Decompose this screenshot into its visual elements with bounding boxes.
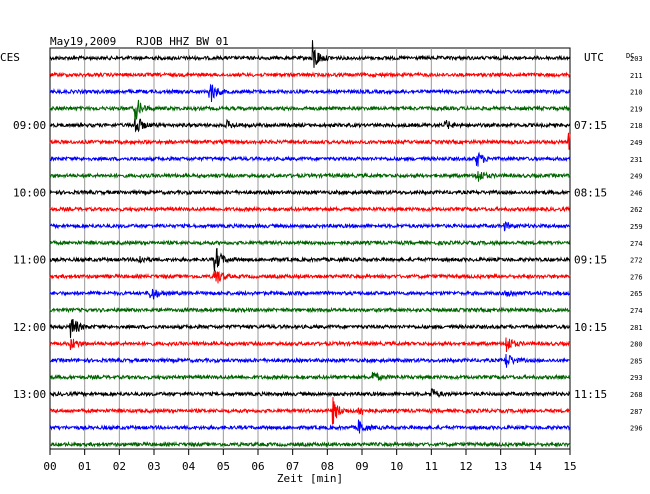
left-hour-labels: 09:00 10:00 11:00 12:00 13:00: [13, 119, 46, 401]
dc-offset-value: 281: [630, 324, 643, 332]
dc-offset-value: 210: [630, 89, 643, 97]
dc-offset-value: 274: [630, 240, 643, 248]
trace-line: [49, 419, 571, 434]
right-hour-labels: 07:15 08:15 09:15 10:15 11:15: [574, 119, 607, 401]
x-axis-label: Zeit [min]: [277, 472, 343, 485]
left-hour-label: 12:00: [13, 321, 46, 334]
x-tick-labels: 00 01 02 03 04 05 06 07 08 09 10 11 12 13 14 15: [43, 460, 576, 473]
trace-line: [49, 318, 571, 339]
dc-offset-value: 265: [630, 290, 643, 298]
left-timezone-label: CES: [0, 51, 20, 64]
dc-offset-value: 276: [630, 273, 643, 281]
trace-line: [49, 440, 571, 448]
x-tick-label: 00: [43, 460, 56, 473]
left-hour-label: 11:00: [13, 254, 46, 267]
plot-frame: [49, 47, 571, 455]
dc-offset-value: 203: [630, 55, 643, 63]
trace-line: [49, 171, 571, 182]
dc-offset-value: 268: [630, 391, 643, 399]
trace-line: [49, 205, 571, 213]
x-tick-label: 05: [217, 460, 230, 473]
trace-line: [49, 239, 571, 247]
x-tick-label: 15: [563, 460, 576, 473]
right-timezone-label: UTC: [584, 51, 604, 64]
trace-line: [49, 99, 571, 124]
dc-offset-value: 231: [630, 156, 643, 164]
x-tick-label: 10: [390, 460, 403, 473]
x-tick-label: 09: [355, 460, 368, 473]
trace-line: [49, 353, 571, 368]
trace-line: [49, 388, 571, 398]
trace-line: [49, 288, 571, 300]
dc-offset-value: 287: [630, 408, 643, 416]
trace-line: [49, 397, 571, 425]
x-tick-label: 06: [251, 460, 264, 473]
right-hour-label: 07:15: [574, 119, 607, 132]
trace-line: [49, 132, 571, 150]
x-tick-label: 01: [78, 460, 91, 473]
trace-line: [49, 337, 571, 353]
x-tick-label: 04: [182, 460, 196, 473]
trace-line: [49, 221, 571, 232]
trace-line: [49, 371, 571, 382]
trace-line: [49, 83, 570, 103]
left-hour-label: 10:00: [13, 186, 46, 199]
chart-title: May19,2009 RJOB HHZ BW 01: [50, 35, 229, 48]
dc-offset-value: 262: [630, 206, 643, 214]
x-tick-label: 07: [286, 460, 299, 473]
grid-lines: [84, 48, 536, 449]
dc-offset-value: 285: [630, 357, 643, 365]
plot-area: [49, 47, 571, 450]
x-tick-label: 08: [321, 460, 334, 473]
dc-offset-value: 296: [630, 425, 643, 433]
seismic-traces: [49, 40, 571, 448]
dc-offset-value: 249: [630, 139, 643, 147]
x-tick-label: 11: [425, 460, 438, 473]
trace-line: [49, 247, 571, 272]
x-tick-label: 12: [459, 460, 472, 473]
x-tick-label: 13: [494, 460, 507, 473]
x-tick-label: 02: [113, 460, 126, 473]
dc-offset-value: 249: [630, 173, 643, 181]
x-axis-ticks: [49, 449, 571, 455]
dc-header-label: DC: [626, 52, 634, 60]
trace-line: [49, 40, 571, 68]
left-hour-label: 09:00: [13, 119, 46, 132]
trace-line: [49, 188, 571, 197]
dc-offset-value: 293: [630, 374, 643, 382]
right-hour-label: 11:15: [574, 388, 607, 401]
trace-line: [49, 270, 571, 284]
dc-offset-value: 218: [630, 122, 643, 130]
right-hour-label: 09:15: [574, 254, 607, 267]
dc-offset-labels: 203 211 210 219 218 249 231 249 246 262 259 274 272 2…: [630, 55, 643, 433]
dc-offset-value: 259: [630, 223, 643, 231]
dc-offset-value: 219: [630, 105, 643, 113]
dc-offset-value: 272: [630, 257, 643, 265]
dc-offset-value: 280: [630, 341, 643, 349]
dc-offset-value: 211: [630, 72, 643, 80]
x-tick-label: 14: [529, 460, 543, 473]
dc-offset-value: 274: [630, 307, 643, 315]
right-hour-label: 10:15: [574, 321, 607, 334]
trace-line: [49, 118, 571, 133]
left-hour-label: 13:00: [13, 388, 46, 401]
dc-offset-value: 246: [630, 189, 643, 197]
x-tick-label: 03: [147, 460, 160, 473]
trace-line: [49, 306, 571, 314]
trace-line: [49, 151, 571, 167]
trace-line: [49, 71, 571, 79]
right-hour-label: 08:15: [574, 186, 607, 199]
